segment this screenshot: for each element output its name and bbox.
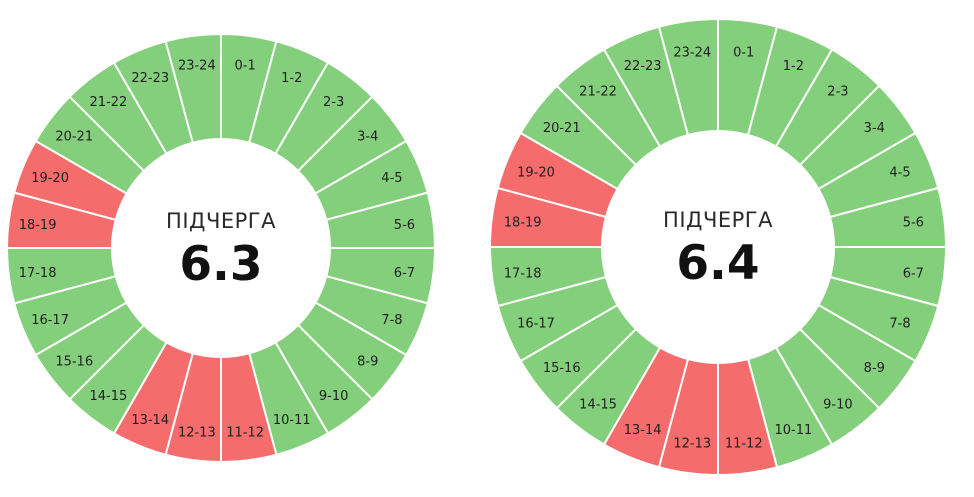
hour-label-9-10: 9-10 [319, 389, 349, 404]
hour-label-6-7: 6-7 [903, 267, 924, 282]
hour-label-19-20: 19-20 [31, 171, 69, 186]
hour-label-18-19: 18-19 [504, 215, 542, 230]
hour-label-7-8: 7-8 [381, 313, 402, 328]
hour-label-12-13: 12-13 [178, 425, 216, 440]
schedule-ring-6-4: 0-1 1-2 2-3 3-4 4-5 5-6 6-7 7-8 8-9 9-10 10-11 11-1… [488, 17, 948, 477]
hour-label-2-3: 2-3 [323, 95, 344, 110]
hour-label-11-12: 11-12 [226, 425, 264, 440]
hour-label-7-8: 7-8 [889, 316, 910, 331]
hour-label-4-5: 4-5 [889, 166, 910, 181]
hour-label-6-7: 6-7 [394, 266, 415, 281]
hour-label-4-5: 4-5 [381, 171, 402, 186]
queue-number: 6.4 [676, 236, 759, 291]
hour-label-19-20: 19-20 [517, 166, 555, 181]
hour-label-23-24: 23-24 [673, 46, 711, 61]
hour-label-12-13: 12-13 [673, 436, 711, 451]
hour-label-21-22: 21-22 [579, 85, 617, 100]
hour-label-10-11: 10-11 [774, 423, 812, 438]
hour-label-5-6: 5-6 [394, 218, 415, 233]
hour-label-1-2: 1-2 [281, 71, 302, 86]
hour-label-13-14: 13-14 [624, 423, 662, 438]
hour-label-3-4: 3-4 [864, 121, 885, 136]
hour-label-16-17: 16-17 [517, 316, 555, 331]
ring-labels: 0-1 1-2 2-3 3-4 4-5 5-6 6-7 7-8 8-9 9-10 10-11 11-1… [19, 59, 415, 441]
hour-label-8-9: 8-9 [357, 355, 378, 370]
hour-label-15-16: 15-16 [543, 361, 581, 376]
ring-segments [5, 32, 437, 464]
center-hole [112, 139, 330, 357]
hour-label-11-12: 11-12 [725, 436, 763, 451]
hour-label-9-10: 9-10 [823, 397, 853, 412]
hour-label-17-18: 17-18 [19, 266, 57, 281]
hour-label-3-4: 3-4 [357, 129, 378, 144]
ring-labels: 0-1 1-2 2-3 3-4 4-5 5-6 6-7 7-8 8-9 9-10 10-11 11-1… [504, 46, 924, 452]
hour-label-22-23: 22-23 [131, 71, 169, 86]
hour-label-13-14: 13-14 [131, 413, 169, 428]
hour-label-5-6: 5-6 [903, 215, 924, 230]
queue-number: 6.3 [179, 237, 262, 292]
hour-label-0-1: 0-1 [733, 46, 754, 61]
chart-title: ПІДЧЕРГА [663, 208, 773, 232]
center-hole [602, 131, 834, 363]
hour-label-10-11: 10-11 [273, 413, 311, 428]
hour-label-14-15: 14-15 [579, 397, 617, 412]
hour-label-0-1: 0-1 [235, 59, 256, 74]
hour-label-15-16: 15-16 [55, 355, 93, 370]
hour-label-21-22: 21-22 [89, 95, 127, 110]
hour-label-20-21: 20-21 [543, 121, 581, 136]
hour-label-18-19: 18-19 [19, 218, 57, 233]
hour-label-20-21: 20-21 [55, 129, 93, 144]
schedule-ring-6-3: 0-1 1-2 2-3 3-4 4-5 5-6 6-7 7-8 8-9 9-10 10-11 11-1… [5, 32, 437, 464]
hour-label-23-24: 23-24 [178, 59, 216, 74]
hour-label-8-9: 8-9 [864, 361, 885, 376]
chart-title: ПІДЧЕРГА [166, 209, 276, 233]
hour-label-16-17: 16-17 [31, 313, 69, 328]
hour-label-14-15: 14-15 [89, 389, 127, 404]
hour-label-22-23: 22-23 [624, 59, 662, 74]
hour-label-17-18: 17-18 [504, 267, 542, 282]
hour-label-1-2: 1-2 [783, 59, 804, 74]
hour-label-2-3: 2-3 [827, 85, 848, 100]
